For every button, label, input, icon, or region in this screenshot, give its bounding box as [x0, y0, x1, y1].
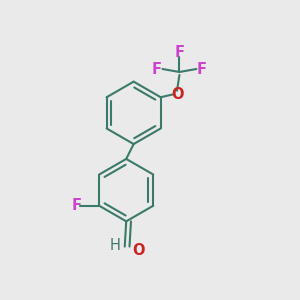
Text: F: F [174, 45, 184, 60]
Text: F: F [197, 61, 207, 76]
Text: F: F [72, 198, 82, 213]
Text: O: O [171, 87, 183, 102]
Text: H: H [110, 238, 120, 253]
Text: O: O [132, 243, 144, 258]
Text: F: F [152, 61, 162, 76]
